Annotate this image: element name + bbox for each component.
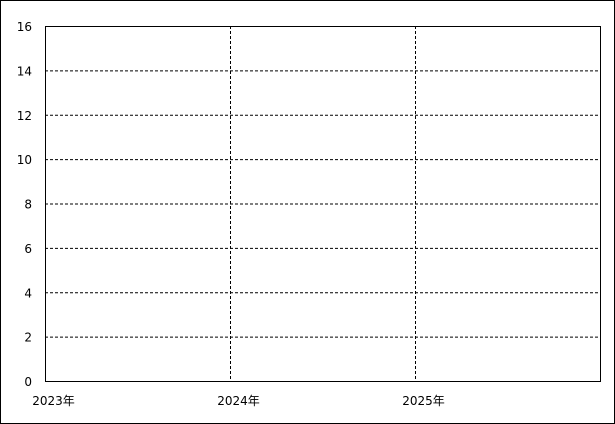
y-tick-label: 12 [17,109,32,123]
plot-area-border [45,26,601,382]
x-tick-label: 2025年 [402,394,445,408]
y-tick-label: 8 [24,198,32,212]
y-tick-label: 4 [24,286,32,300]
y-tick-label: 2 [24,331,32,345]
y-tick-label: 14 [17,64,32,78]
y-tick-label: 16 [17,20,32,34]
y-tick-label: 0 [24,375,32,389]
y-tick-label: 10 [17,153,32,167]
x-tick-label: 2023年 [32,394,75,408]
y-tick-label: 6 [24,242,32,256]
x-tick-label: 2024年 [217,394,260,408]
